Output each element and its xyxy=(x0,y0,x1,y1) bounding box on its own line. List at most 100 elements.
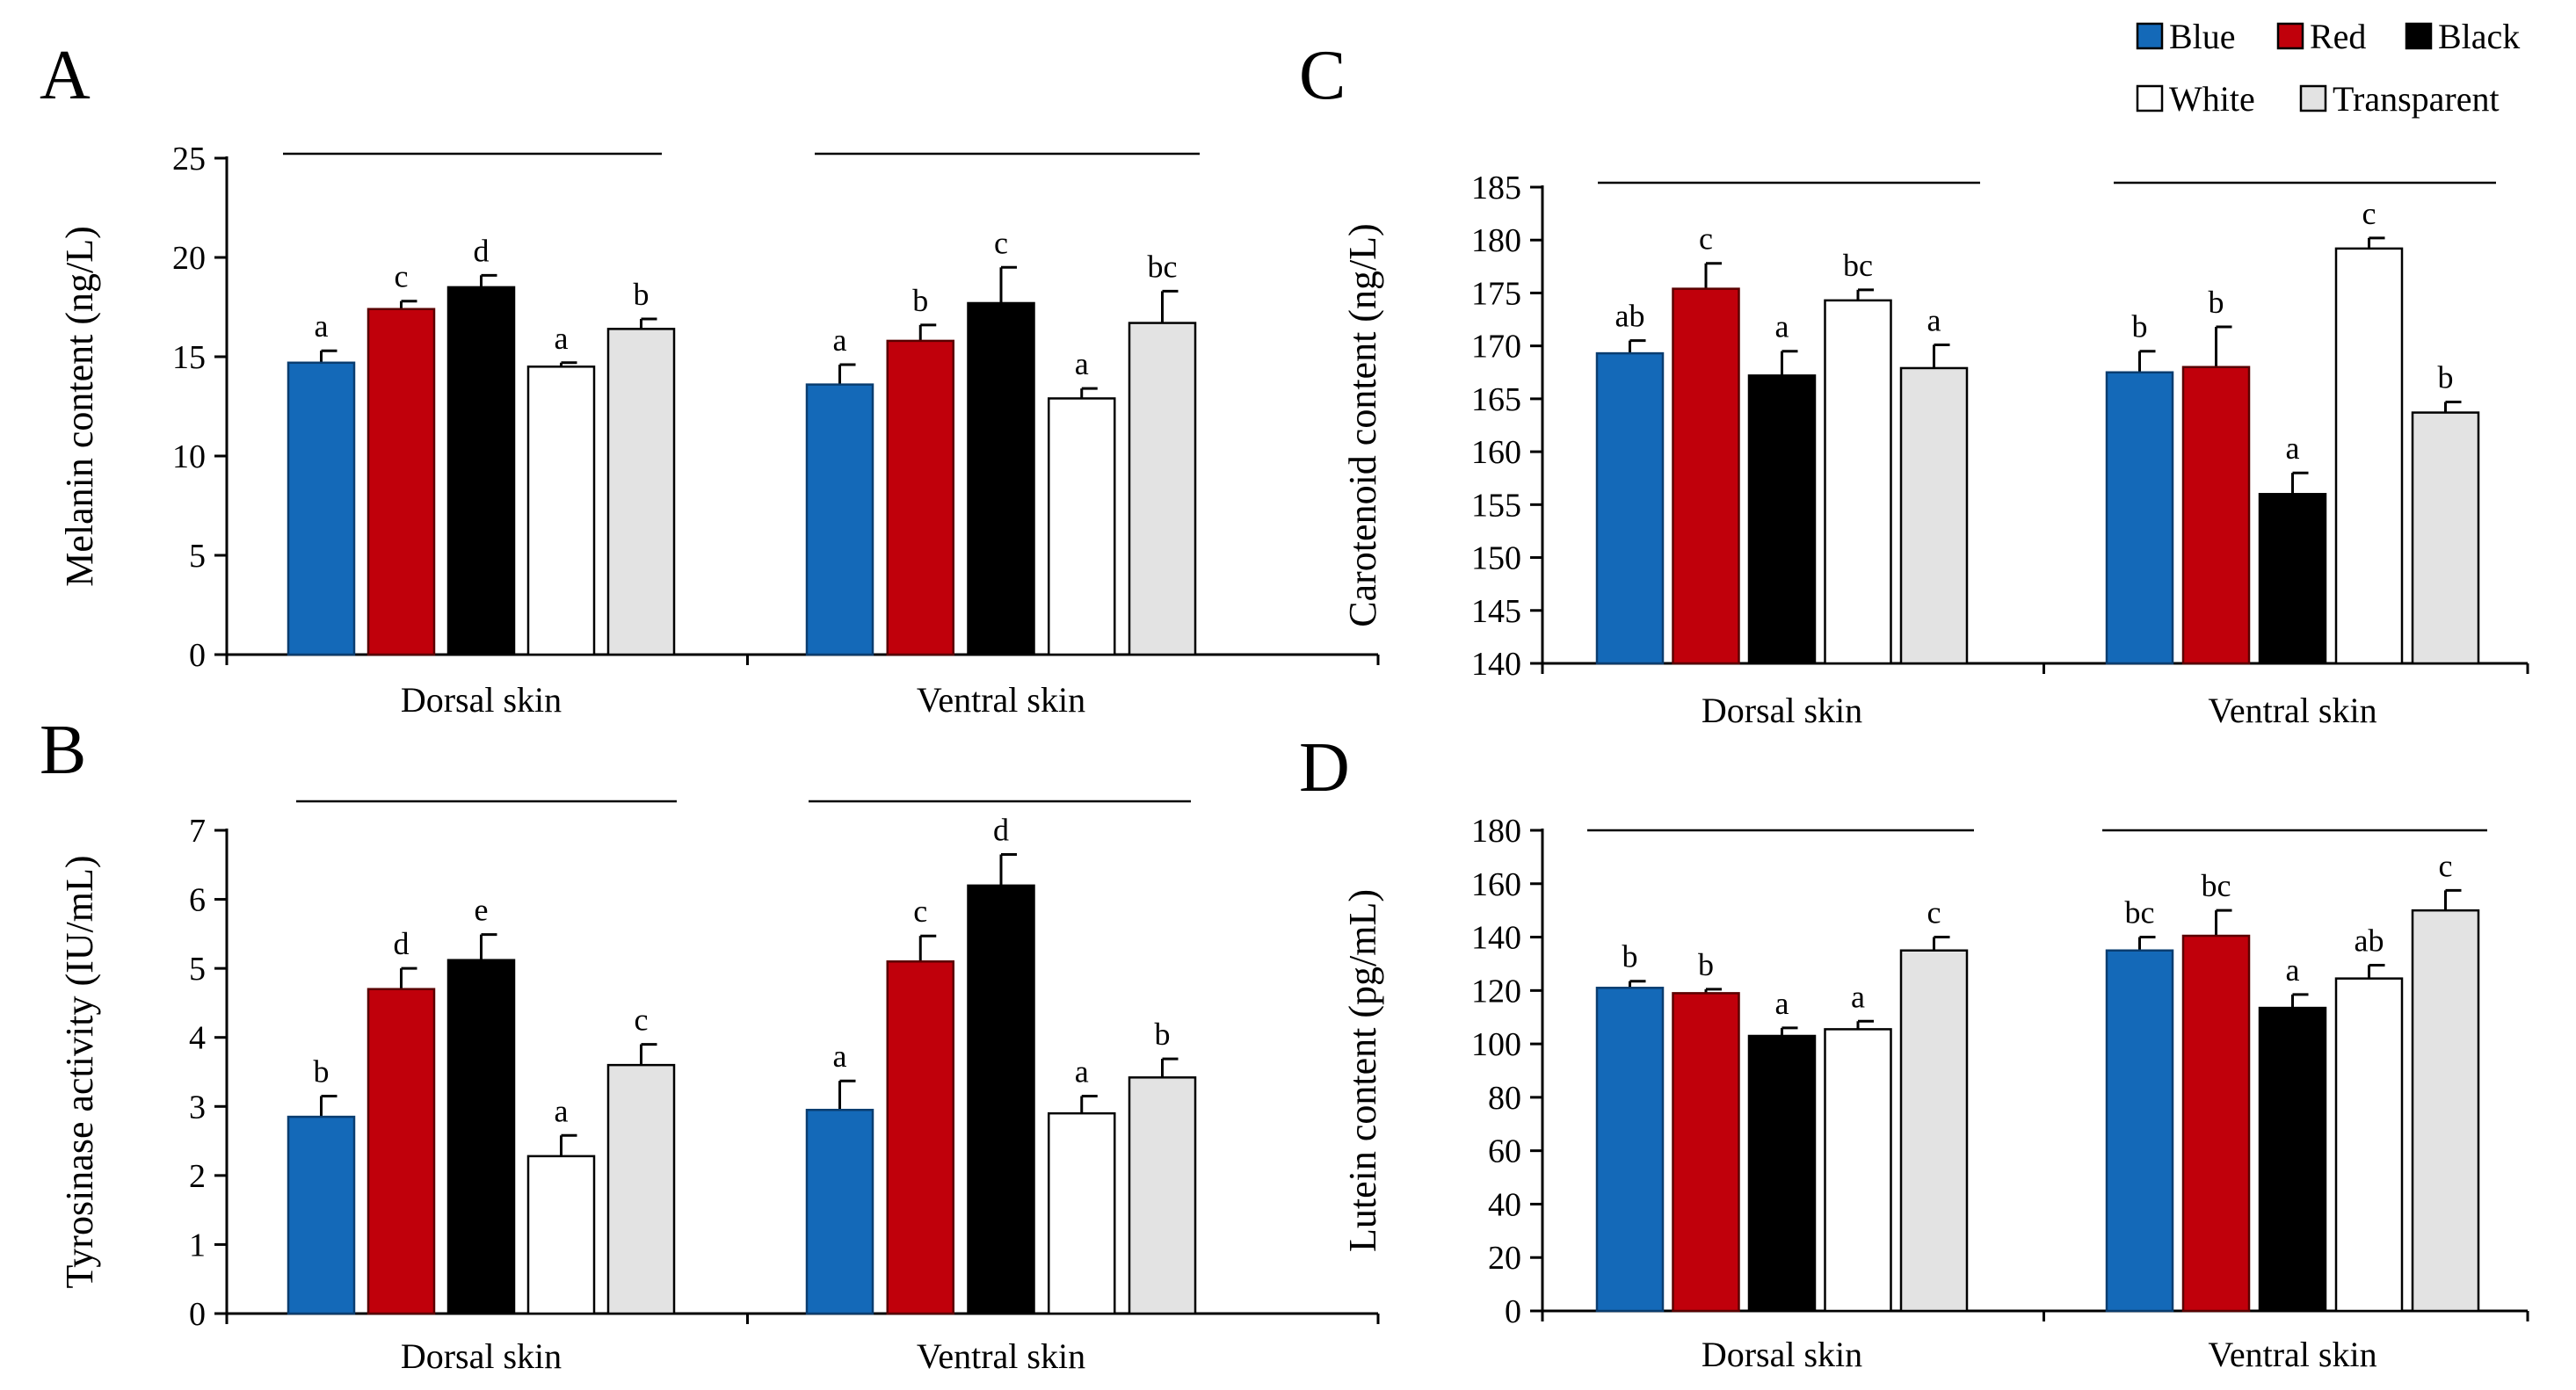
bar-red xyxy=(366,308,436,656)
significance-label: c xyxy=(994,225,1008,260)
y-tick-label: 0 xyxy=(1505,1293,1521,1330)
legend-label-blue: Blue xyxy=(2169,17,2236,56)
significance-label: a xyxy=(1775,309,1789,344)
x-group-label: Ventral skin xyxy=(2208,691,2376,730)
significance-label: b xyxy=(634,277,649,312)
y-tick-label: 0 xyxy=(189,1296,206,1333)
y-tick-label: 100 xyxy=(1471,1026,1521,1063)
legend-swatch-red xyxy=(2276,22,2304,50)
legend-label-black: Black xyxy=(2438,17,2520,56)
significance-label: b xyxy=(1155,1017,1171,1052)
bar-black xyxy=(1747,374,1817,665)
bar-red xyxy=(1672,287,1740,665)
y-tick-label: 20 xyxy=(1488,1240,1521,1277)
panel-d: D 0 20 40 60 80 100 120 140 160 180 Lutein content … xyxy=(1299,729,2529,1374)
y-tick-label: 7 xyxy=(189,813,206,850)
y-tick-label: 1 xyxy=(189,1227,206,1263)
bar-black xyxy=(2258,493,2327,665)
significance-label: a xyxy=(833,1039,847,1074)
significance-label: a xyxy=(315,308,329,344)
bar-white xyxy=(2334,977,2404,1313)
x-group-label: Ventral skin xyxy=(917,1336,1085,1376)
bar-transparent xyxy=(2411,411,2480,665)
bar-black xyxy=(967,301,1035,656)
bar-transparent xyxy=(606,1063,676,1315)
panel-letter: A xyxy=(40,37,91,114)
bar-white xyxy=(1824,1028,1892,1313)
y-tick-label: 15 xyxy=(172,339,206,376)
legend: Blue Red Black White Transparent xyxy=(2136,17,2520,119)
bar-white xyxy=(1048,397,1116,656)
y-tick-label: 140 xyxy=(1471,920,1521,957)
significance-label: e xyxy=(475,893,489,928)
y-tick-label: 180 xyxy=(1471,222,1521,259)
significance-label: a xyxy=(555,321,569,356)
bar-black xyxy=(1747,1034,1817,1313)
y-axis-label: Tyrosinase activity (IU/mL) xyxy=(58,855,101,1288)
bar-black xyxy=(446,959,516,1315)
significance-label: b xyxy=(2209,285,2224,320)
significance-label: c xyxy=(2362,196,2376,231)
panel-letter: D xyxy=(1299,729,1350,807)
x-group-label: Dorsal skin xyxy=(401,1336,562,1376)
y-tick-label: 185 xyxy=(1471,170,1521,206)
significance-label: c xyxy=(2439,848,2453,883)
significance-label: a xyxy=(833,322,847,358)
significance-label: c xyxy=(1699,221,1713,257)
panel-a: A 0 5 10 15 20 25 Melanin content (ng/L) Dorsal … xyxy=(40,37,1380,720)
x-group-label: Ventral skin xyxy=(917,680,1085,720)
bar-white xyxy=(526,1155,596,1315)
y-tick-label: 0 xyxy=(189,637,206,674)
significance-label: bc xyxy=(2125,895,2155,930)
y-tick-label: 170 xyxy=(1471,329,1521,366)
bar-white xyxy=(526,366,596,656)
y-tick-label: 180 xyxy=(1471,813,1521,850)
bar-blue xyxy=(287,1115,356,1315)
significance-label: c xyxy=(913,894,927,929)
significance-label: a xyxy=(555,1093,569,1128)
bar-transparent xyxy=(1128,1076,1197,1315)
y-tick-label: 4 xyxy=(189,1020,206,1057)
significance-label: d xyxy=(993,813,1009,848)
y-tick-label: 120 xyxy=(1471,973,1521,1010)
bar-red xyxy=(1672,992,1740,1313)
significance-label: d xyxy=(394,926,410,961)
significance-label: c xyxy=(1927,895,1941,930)
y-tick-label: 10 xyxy=(172,438,206,475)
bar-blue xyxy=(805,383,874,656)
bar-blue xyxy=(805,1108,874,1315)
significance-label: a xyxy=(1075,1054,1089,1090)
significance-label: a xyxy=(2286,952,2300,988)
y-tick-label: 6 xyxy=(189,882,206,919)
legend-swatch-transparent xyxy=(2299,84,2327,112)
panel-b: B 0 1 2 3 4 5 6 7 Tyrosinase activity (IU/mL) Dors… xyxy=(40,712,1380,1376)
bar-black xyxy=(967,884,1035,1315)
significance-label: ab xyxy=(2355,923,2384,958)
bar-transparent xyxy=(1899,366,1969,665)
significance-label: b xyxy=(1698,947,1714,982)
y-tick-label: 5 xyxy=(189,951,206,988)
bar-black xyxy=(446,286,516,656)
panel-c: C 140 145 150 155 160 165 170 175 180 185 Carotenoi… xyxy=(1299,37,2529,730)
y-tick-label: 60 xyxy=(1488,1133,1521,1170)
bar-transparent xyxy=(1128,322,1197,656)
y-tick-label: 20 xyxy=(172,240,206,277)
significance-label: ab xyxy=(1615,299,1645,334)
y-tick-label: 175 xyxy=(1471,275,1521,312)
y-tick-label: 155 xyxy=(1471,487,1521,524)
bar-red xyxy=(886,960,954,1315)
legend-swatch-black xyxy=(2405,22,2433,50)
significance-label: bc xyxy=(1843,248,1873,283)
bar-black xyxy=(2258,1006,2327,1313)
bar-red xyxy=(886,339,954,656)
significance-label: d xyxy=(474,233,490,268)
bar-red xyxy=(2181,366,2251,665)
legend-label-transparent: Transparent xyxy=(2333,79,2500,119)
y-axis-label: Carotenoid content (ng/L) xyxy=(1341,223,1384,626)
y-tick-label: 2 xyxy=(189,1158,206,1195)
bar-transparent xyxy=(2411,909,2480,1313)
significance-label: a xyxy=(1075,346,1089,381)
bar-blue xyxy=(1595,987,1665,1313)
significance-label: c xyxy=(635,1003,649,1038)
